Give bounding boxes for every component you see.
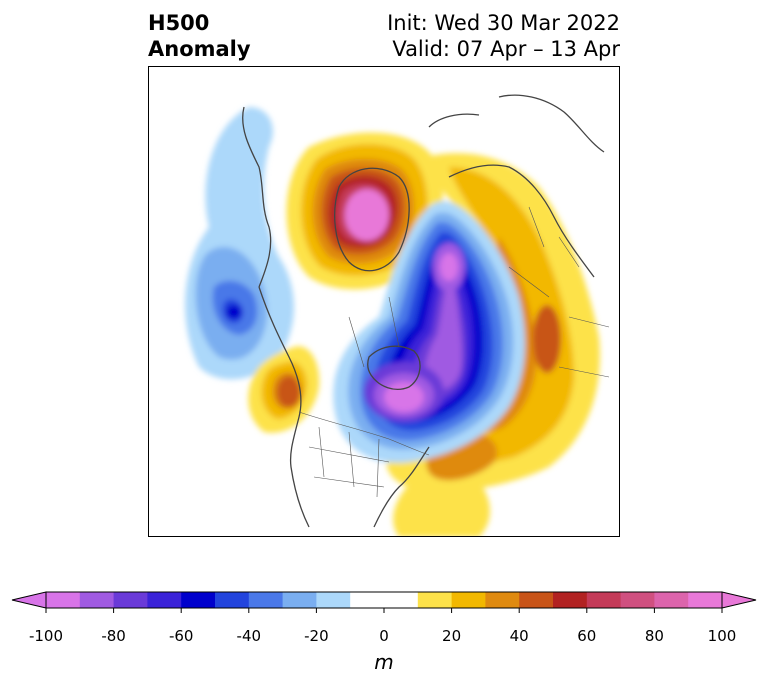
- colorbar-tick-label: -60: [168, 627, 194, 645]
- colorbar-cell: [485, 592, 520, 608]
- na-west-coastline: [258, 286, 310, 528]
- colorbar-cell: [113, 592, 148, 608]
- colorbar-tick-label: 40: [509, 627, 529, 645]
- colorbar-tick-label: 20: [442, 627, 462, 645]
- colorbar-cell: [215, 592, 250, 608]
- colorbar-cell: [181, 592, 216, 608]
- alaska-coastline: [242, 106, 272, 288]
- colorbar-over-triangle: [721, 591, 757, 609]
- colorbar-tick-label: -20: [304, 627, 329, 645]
- colorbar-cell: [553, 592, 588, 608]
- title-right: Init: Wed 30 Mar 2022 Valid: 07 Apr – 13…: [387, 10, 620, 62]
- colorbar-tick-label: 60: [577, 627, 597, 645]
- colorbar-cell: [586, 592, 622, 608]
- anomaly-map: [185, 94, 610, 536]
- na-east-coastline: [373, 446, 430, 528]
- colorbar-unit: m: [374, 650, 394, 674]
- colorbar-cell: [688, 592, 723, 608]
- colorbar-tick-label: 100: [707, 627, 737, 645]
- colorbar-tick-label: 0: [379, 627, 389, 645]
- variable-subtitle: Anomaly: [148, 37, 251, 61]
- eurasia-coastline: [448, 164, 595, 278]
- colorbar: [11, 591, 757, 613]
- colorbar-cell: [248, 592, 284, 608]
- colorbar-tick-label: -80: [101, 627, 126, 645]
- colorbar-cell: [417, 592, 453, 608]
- colorbar-ticks: [45, 608, 723, 613]
- geography-lines: [242, 94, 605, 528]
- colorbar-cell: [350, 592, 419, 608]
- init-date: Init: Wed 30 Mar 2022: [387, 11, 620, 35]
- map-panel: [148, 66, 620, 537]
- colorbar-cell: [46, 592, 81, 608]
- borders: [298, 206, 610, 498]
- hudson-bay-coastline: [367, 345, 421, 390]
- colorbar-under-triangle: [11, 591, 47, 609]
- colorbar-cell: [79, 592, 115, 608]
- colorbar-cell: [519, 592, 554, 608]
- title-left: H500 Anomaly: [148, 10, 251, 62]
- anomaly-fields: [185, 107, 600, 536]
- greenland-coastline: [334, 167, 410, 272]
- colorbar-tick-label: -40: [236, 627, 262, 645]
- colorbar-cell: [620, 592, 655, 608]
- colorbar-cell: [316, 592, 351, 608]
- colorbar-cell: [654, 592, 689, 608]
- valid-range: Valid: 07 Apr – 13 Apr: [392, 37, 620, 61]
- colorbar-cells: [46, 592, 723, 608]
- colorbar-tick-label: -100: [28, 627, 64, 645]
- canada-us-border: [298, 411, 430, 456]
- colorbar-cell: [451, 592, 486, 608]
- atlantic-positive: [393, 463, 490, 536]
- colorbar-tick-label: 80: [644, 627, 664, 645]
- colorbar-cell: [282, 592, 317, 608]
- colorbar-cell: [147, 592, 182, 608]
- variable-title: H500: [148, 11, 210, 35]
